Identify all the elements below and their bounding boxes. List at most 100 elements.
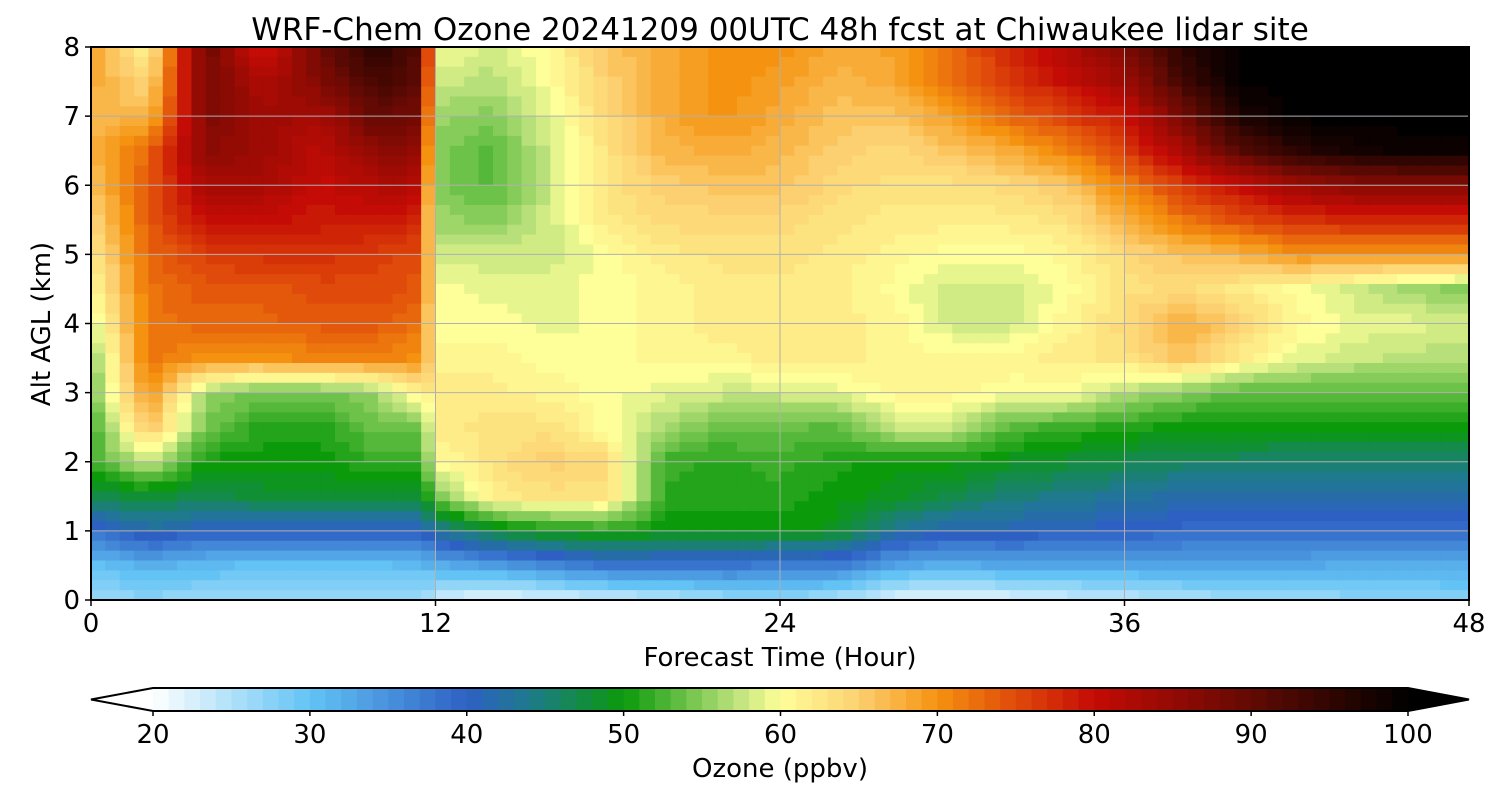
heatmap-cell: [421, 333, 437, 344]
heatmap-cell: [248, 195, 264, 206]
heatmap-cell: [248, 392, 264, 404]
heatmap-cell: [91, 422, 106, 433]
heatmap-cell: [464, 382, 480, 394]
heatmap-cell: [1153, 313, 1169, 325]
heatmap-cell: [1325, 96, 1341, 107]
heatmap-cell: [1067, 540, 1083, 552]
heatmap-cell: [1210, 155, 1226, 167]
heatmap-cell: [378, 214, 394, 226]
heatmap-cell: [1196, 116, 1212, 127]
heatmap-cell: [1024, 461, 1039, 473]
heatmap-cell: [837, 274, 853, 285]
heatmap-cell: [507, 481, 523, 492]
heatmap-cell: [980, 432, 996, 443]
heatmap-cell: [277, 195, 293, 206]
heatmap-cell: [564, 521, 580, 532]
heatmap-cell: [823, 244, 839, 255]
heatmap-cell: [1167, 254, 1183, 265]
heatmap-cell: [607, 106, 623, 117]
heatmap-cell: [191, 432, 207, 443]
heatmap-cell: [1253, 363, 1269, 374]
heatmap-cell: [349, 224, 365, 236]
heatmap-cell: [1167, 195, 1183, 206]
heatmap-cell: [593, 155, 609, 167]
heatmap-cell: [1181, 323, 1197, 334]
heatmap-cell: [1196, 442, 1212, 453]
heatmap-cell: [607, 451, 623, 463]
heatmap-cell: [564, 264, 580, 275]
heatmap-cell: [622, 76, 638, 88]
heatmap-cell: [1124, 501, 1140, 512]
heatmap-cell: [1339, 491, 1355, 502]
heatmap-cell: [1224, 372, 1240, 384]
heatmap-cell: [148, 175, 164, 186]
heatmap-cell: [780, 382, 795, 394]
heatmap-cell: [1181, 402, 1197, 413]
heatmap-cell: [435, 382, 451, 394]
heatmap-cell: [220, 501, 236, 512]
heatmap-cell: [894, 422, 910, 433]
heatmap-cell: [736, 254, 752, 265]
heatmap-cell: [866, 412, 882, 423]
heatmap-cell: [823, 382, 839, 394]
heatmap-cell: [550, 116, 566, 127]
heatmap-cell: [435, 530, 451, 542]
heatmap-cell: [1311, 56, 1327, 68]
heatmap-cell: [1311, 274, 1327, 285]
heatmap-cell: [1052, 392, 1068, 404]
heatmap-cell: [148, 333, 164, 344]
heatmap-cell: [449, 165, 465, 176]
heatmap-cell: [837, 96, 853, 107]
heatmap-cell: [1124, 521, 1140, 532]
heatmap-cell: [1024, 76, 1039, 88]
heatmap-cell: [1339, 234, 1355, 246]
heatmap-cell: [306, 214, 322, 226]
heatmap-cell: [909, 323, 925, 334]
heatmap-cell: [1440, 284, 1456, 295]
heatmap-cell: [1382, 293, 1398, 305]
heatmap-cell: [622, 56, 638, 68]
heatmap-cell: [478, 530, 494, 542]
heatmap-cell: [593, 323, 609, 334]
heatmap-cell: [808, 550, 824, 562]
heatmap-cell: [234, 96, 250, 107]
heatmap-cell: [134, 56, 150, 68]
heatmap-cell: [708, 66, 724, 78]
heatmap-cell: [1024, 422, 1039, 433]
heatmap-cell: [1224, 363, 1240, 374]
heatmap-cell: [1454, 254, 1470, 265]
heatmap-cell: [421, 422, 437, 433]
heatmap-cell: [421, 214, 437, 226]
heatmap-cell: [521, 471, 537, 483]
heatmap-cell: [535, 76, 551, 88]
heatmap-cell: [191, 106, 207, 117]
heatmap-cell: [1411, 76, 1427, 88]
heatmap-cell: [263, 116, 279, 127]
heatmap-cell: [1397, 214, 1413, 226]
heatmap-cell: [378, 145, 394, 157]
heatmap-cell: [866, 254, 882, 265]
heatmap-cell: [1253, 540, 1269, 552]
heatmap-cell: [1024, 205, 1039, 216]
heatmap-cell: [1454, 135, 1470, 147]
heatmap-cell: [1454, 244, 1470, 255]
heatmap-cell: [349, 126, 365, 137]
heatmap-cell: [1153, 392, 1169, 404]
heatmap-cell: [880, 442, 896, 453]
heatmap-cell: [1239, 264, 1255, 275]
heatmap-cell: [306, 56, 322, 68]
heatmap-cell: [1339, 392, 1355, 404]
heatmap-cell: [1052, 126, 1068, 137]
heatmap-cell: [665, 392, 681, 404]
heatmap-cell: [1110, 432, 1126, 443]
heatmap-cell: [894, 254, 910, 265]
heatmap-cell: [162, 254, 178, 265]
heatmap-cell: [880, 540, 896, 552]
heatmap-cell: [593, 372, 609, 384]
heatmap-cell: [1253, 96, 1269, 107]
heatmap-cell: [550, 274, 566, 285]
heatmap-cell: [220, 372, 236, 384]
heatmap-cell: [980, 234, 996, 246]
heatmap-cell: [937, 86, 953, 97]
heatmap-cell: [1167, 382, 1183, 394]
